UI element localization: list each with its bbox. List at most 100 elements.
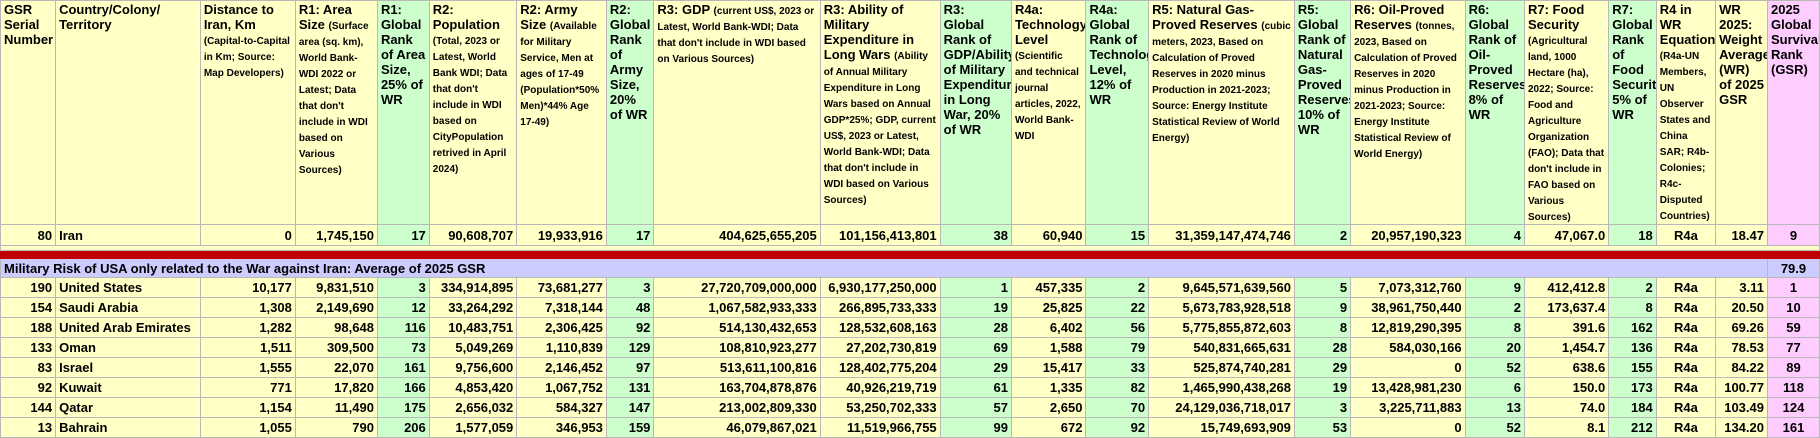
gsr-cell: 59 <box>1766 317 1820 338</box>
distance-cell: 10,177 <box>199 277 296 298</box>
oil-rank-cell: 52 <box>1464 357 1525 378</box>
header-cell: R2: Army Size (Available for Military Se… <box>516 0 607 225</box>
r4-cell: R4a <box>1655 277 1717 298</box>
area-rank-cell: 175 <box>376 397 430 418</box>
area-rank-cell: 116 <box>376 317 430 338</box>
tech-cell: 1,335 <box>1010 377 1087 398</box>
milexp-cell: 11,519,966,755 <box>819 417 941 438</box>
section-header-row: Military Risk of USA only related to the… <box>0 258 1820 278</box>
milexp-cell: 6,930,177,250,000 <box>819 277 941 298</box>
header-cell: R4a: Technology Level (Scientific and te… <box>1010 0 1087 225</box>
milexp-cell: 53,250,702,333 <box>819 397 941 418</box>
gdp-cell: 514,130,432,653 <box>653 317 821 338</box>
gas-rank-cell: 28 <box>1293 337 1352 358</box>
header-cell: WR 2025: Weight Average (WR) of 2025 GSR <box>1715 0 1768 225</box>
r4-cell: R4a <box>1655 417 1717 438</box>
area-cell: 309,500 <box>294 337 378 358</box>
country-cell: Qatar <box>55 397 201 418</box>
country-cell: Israel <box>55 357 201 378</box>
population-cell: 334,914,895 <box>428 277 518 298</box>
wr-cell: 103.49 <box>1715 397 1768 418</box>
milexp-cell: 266,895,733,333 <box>819 297 941 318</box>
food-cell: 638.6 <box>1523 357 1610 378</box>
tech-cell: 457,335 <box>1010 277 1087 298</box>
army-cell: 73,681,277 <box>516 277 607 298</box>
tech-cell: 25,825 <box>1010 297 1087 318</box>
table-row: 188 United Arab Emirates 1,282 98,648 116 10,… <box>0 317 1820 338</box>
gsr-cell: 124 <box>1766 397 1820 418</box>
area-cell: 1,745,150 <box>294 224 378 246</box>
header-cell: R4a: Global Rank of Technology Level, 12… <box>1085 0 1150 225</box>
army-rank-cell: 129 <box>605 337 655 358</box>
oil-rank-cell: 4 <box>1464 224 1525 246</box>
header-cell: R5: Natural Gas-Proved Reserves (cubic m… <box>1148 0 1295 225</box>
country-cell: United Arab Emirates <box>55 317 201 338</box>
r4-cell: R4a <box>1655 224 1717 246</box>
serial-cell: 133 <box>0 337 57 358</box>
oil-rank-cell: 52 <box>1464 417 1525 438</box>
country-cell: United States <box>55 277 201 298</box>
table-row: 92 Kuwait 771 17,820 166 4,853,420 1,067,752 13… <box>0 377 1820 398</box>
wr-cell: 20.50 <box>1715 297 1768 318</box>
gas-rank-cell: 3 <box>1293 397 1352 418</box>
serial-cell: 154 <box>0 297 57 318</box>
wr-cell: 84.22 <box>1715 357 1768 378</box>
gdp-cell: 27,720,709,000,000 <box>653 277 821 298</box>
milexp-cell: 101,156,413,801 <box>819 224 941 246</box>
population-cell: 2,656,032 <box>428 397 518 418</box>
gas-rank-cell: 2 <box>1293 224 1352 246</box>
oil-cell: 12,819,290,395 <box>1350 317 1466 338</box>
gas-cell: 24,129,036,718,017 <box>1148 397 1295 418</box>
gsr-cell: 89 <box>1766 357 1820 378</box>
header-cell: 2025 Global Survival Rank (GSR) <box>1766 0 1820 225</box>
oil-cell: 3,225,711,883 <box>1350 397 1466 418</box>
header-cell: R3: Ability of Military Expenditure in L… <box>819 0 941 225</box>
wr-cell: 100.77 <box>1715 377 1768 398</box>
area-cell: 2,149,690 <box>294 297 378 318</box>
milexp-cell: 40,926,219,719 <box>819 377 941 398</box>
army-cell: 19,933,916 <box>516 224 607 246</box>
gdp-rank-cell: 19 <box>939 297 1012 318</box>
tech-cell: 15,417 <box>1010 357 1087 378</box>
serial-cell: 13 <box>0 417 57 438</box>
gas-cell: 5,673,783,928,518 <box>1148 297 1295 318</box>
wr-cell: 78.53 <box>1715 337 1768 358</box>
army-cell: 2,306,425 <box>516 317 607 338</box>
gas-rank-cell: 53 <box>1293 417 1352 438</box>
gdp-rank-cell: 69 <box>939 337 1012 358</box>
food-cell: 47,067.0 <box>1523 224 1610 246</box>
header-cell: R1: Area Size (Surface area (sq. km), Wo… <box>294 0 378 225</box>
gdp-rank-cell: 99 <box>939 417 1012 438</box>
area-cell: 17,820 <box>294 377 378 398</box>
table-row: 190 United States 10,177 9,831,510 3 334,914,… <box>0 277 1820 298</box>
oil-cell: 13,428,981,230 <box>1350 377 1466 398</box>
wr-cell: 134.20 <box>1715 417 1768 438</box>
food-rank-cell: 173 <box>1608 377 1657 398</box>
food-rank-cell: 8 <box>1608 297 1657 318</box>
serial-cell: 188 <box>0 317 57 338</box>
oil-rank-cell: 6 <box>1464 377 1525 398</box>
area-rank-cell: 17 <box>376 224 430 246</box>
food-rank-cell: 162 <box>1608 317 1657 338</box>
population-cell: 10,483,751 <box>428 317 518 338</box>
oil-cell: 7,073,312,760 <box>1350 277 1466 298</box>
army-rank-cell: 147 <box>605 397 655 418</box>
food-cell: 412,412.8 <box>1523 277 1610 298</box>
gdp-cell: 1,067,582,933,333 <box>653 297 821 318</box>
header-cell: R2: Population (Total, 2023 or Latest, W… <box>428 0 518 225</box>
area-cell: 22,070 <box>294 357 378 378</box>
army-rank-cell: 3 <box>605 277 655 298</box>
tech-rank-cell: 92 <box>1085 417 1150 438</box>
tech-cell: 672 <box>1010 417 1087 438</box>
r4-cell: R4a <box>1655 337 1717 358</box>
food-rank-cell: 212 <box>1608 417 1657 438</box>
distance-cell: 1,154 <box>199 397 296 418</box>
population-cell: 9,756,600 <box>428 357 518 378</box>
gas-cell: 31,359,147,474,746 <box>1148 224 1295 246</box>
food-cell: 8.1 <box>1523 417 1610 438</box>
army-rank-cell: 131 <box>605 377 655 398</box>
gsr-cell: 1 <box>1766 277 1820 298</box>
army-rank-cell: 48 <box>605 297 655 318</box>
table-row: 133 Oman 1,511 309,500 73 5,049,269 1,110,839 1… <box>0 337 1820 358</box>
